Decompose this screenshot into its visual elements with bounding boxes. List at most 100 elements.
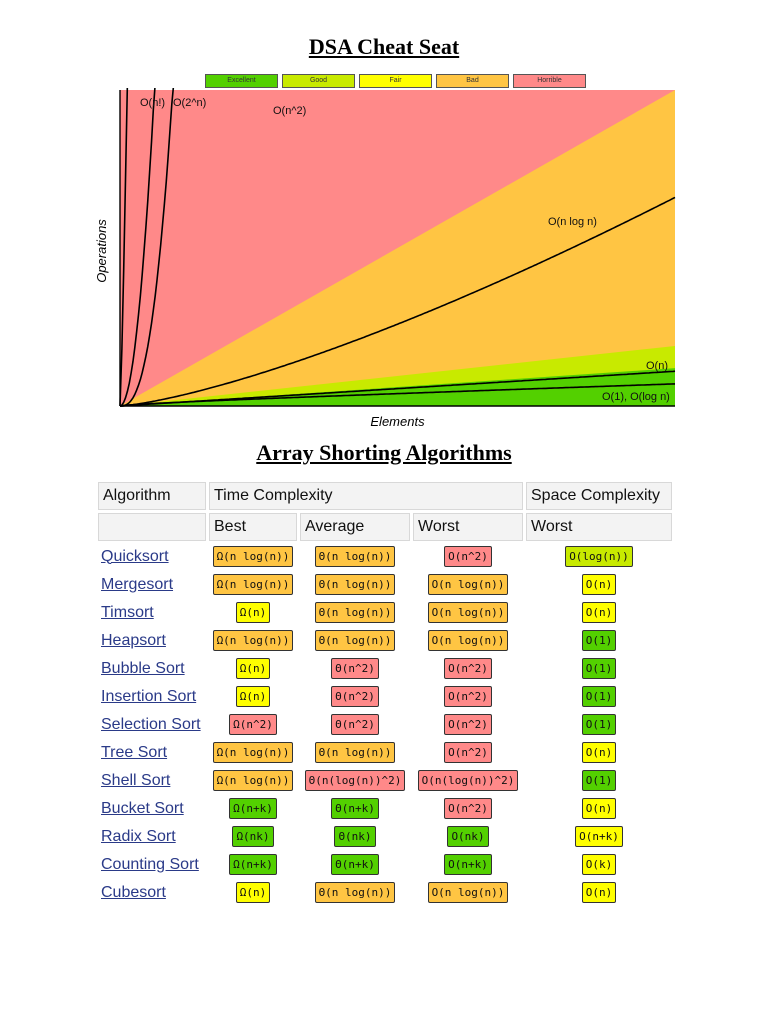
space-complexity-cell: O(1) bbox=[526, 768, 672, 793]
space-complexity-badge: O(1) bbox=[581, 714, 617, 735]
worst-complexity-cell: O(n log(n)) bbox=[413, 600, 523, 625]
algorithm-link[interactable]: Bucket Sort bbox=[101, 799, 184, 817]
best-complexity-badge: Ω(n log(n)) bbox=[212, 574, 294, 595]
algorithm-cell: Insertion Sort bbox=[98, 684, 206, 709]
algorithm-link[interactable]: Selection Sort bbox=[101, 715, 201, 733]
worst-complexity-badge: O(n log(n)) bbox=[427, 602, 509, 623]
curve-label: O(n!) bbox=[140, 97, 165, 109]
best-complexity-badge: Ω(n log(n)) bbox=[212, 742, 294, 763]
space-complexity-cell: O(k) bbox=[526, 852, 672, 877]
header-worst-time: Worst bbox=[413, 513, 523, 541]
header-row-2: Best Average Worst Worst bbox=[98, 513, 672, 541]
algorithm-cell: Heapsort bbox=[98, 628, 206, 653]
best-complexity-cell: Ω(n log(n)) bbox=[209, 768, 297, 793]
curve-label: O(n) bbox=[646, 360, 668, 372]
average-complexity-badge: Θ(n+k) bbox=[331, 798, 379, 819]
algorithm-link[interactable]: Tree Sort bbox=[101, 743, 168, 761]
worst-complexity-cell: O(n^2) bbox=[413, 740, 523, 765]
average-complexity-badge: Θ(n log(n)) bbox=[314, 546, 396, 567]
curve-o2n bbox=[119, 88, 175, 407]
header-average: Average bbox=[300, 513, 410, 541]
average-complexity-cell: Θ(n log(n)) bbox=[300, 544, 410, 569]
worst-complexity-badge: O(n(log(n))^2) bbox=[417, 770, 519, 791]
average-complexity-cell: Θ(n log(n)) bbox=[300, 628, 410, 653]
y-axis-label: Operations bbox=[94, 219, 109, 283]
table-row: Shell Sort Ω(n log(n)) Θ(n(log(n))^2) O(n(l… bbox=[98, 768, 672, 793]
worst-complexity-badge: O(n+k) bbox=[444, 854, 492, 875]
algorithm-cell: Radix Sort bbox=[98, 824, 206, 849]
space-complexity-cell: O(1) bbox=[526, 656, 672, 681]
space-complexity-cell: O(1) bbox=[526, 684, 672, 709]
curve-on2 bbox=[119, 88, 156, 407]
average-complexity-badge: Θ(n^2) bbox=[331, 686, 379, 707]
worst-complexity-badge: O(n^2) bbox=[444, 546, 492, 567]
algorithm-link[interactable]: Heapsort bbox=[101, 631, 166, 649]
best-complexity-cell: Ω(n log(n)) bbox=[209, 740, 297, 765]
average-complexity-badge: Θ(n log(n)) bbox=[314, 882, 396, 903]
worst-complexity-cell: O(n log(n)) bbox=[413, 880, 523, 905]
worst-complexity-cell: O(n log(n)) bbox=[413, 572, 523, 597]
algorithm-link[interactable]: Shell Sort bbox=[101, 771, 171, 789]
legend-item-bad: Bad bbox=[436, 74, 509, 88]
space-complexity-badge: O(k) bbox=[581, 854, 617, 875]
curve-on bbox=[119, 370, 676, 407]
space-complexity-cell: O(n) bbox=[526, 880, 672, 905]
average-complexity-cell: Θ(n^2) bbox=[300, 656, 410, 681]
algorithm-link[interactable]: Quicksort bbox=[101, 547, 169, 565]
algorithm-cell: Mergesort bbox=[98, 572, 206, 597]
best-complexity-badge: Ω(n) bbox=[235, 882, 271, 903]
worst-complexity-badge: O(n^2) bbox=[444, 742, 492, 763]
algorithm-link[interactable]: Cubesort bbox=[101, 883, 166, 901]
section-title: Array Shorting Algorithms bbox=[256, 440, 512, 465]
best-complexity-badge: Ω(n+k) bbox=[229, 854, 277, 875]
best-complexity-badge: Ω(n log(n)) bbox=[212, 630, 294, 651]
algorithm-link[interactable]: Timsort bbox=[101, 603, 154, 621]
worst-complexity-cell: O(nk) bbox=[413, 824, 523, 849]
table-row: Insertion Sort Ω(n) Θ(n^2) O(n^2) O(1) bbox=[98, 684, 672, 709]
region-excellent bbox=[120, 368, 675, 406]
best-complexity-badge: Ω(n log(n)) bbox=[212, 770, 294, 791]
algorithm-link[interactable]: Bubble Sort bbox=[101, 659, 185, 677]
best-complexity-badge: Ω(nk) bbox=[232, 826, 274, 847]
sorting-table: Algorithm Time Complexity Space Complexi… bbox=[95, 479, 675, 908]
worst-complexity-badge: O(nk) bbox=[447, 826, 489, 847]
page-title: DSA Cheat Seat bbox=[308, 34, 460, 59]
worst-complexity-badge: O(n^2) bbox=[444, 658, 492, 679]
average-complexity-badge: Θ(nk) bbox=[334, 826, 376, 847]
table-row: Quicksort Ω(n log(n)) Θ(n log(n)) O(n^2) O(l… bbox=[98, 544, 672, 569]
space-complexity-cell: O(n+k) bbox=[526, 824, 672, 849]
table-row: Bucket Sort Ω(n+k) Θ(n+k) O(n^2) O(n) bbox=[98, 796, 672, 821]
space-complexity-cell: O(n) bbox=[526, 740, 672, 765]
region-bad bbox=[120, 90, 675, 406]
worst-complexity-cell: O(n(log(n))^2) bbox=[413, 768, 523, 793]
x-axis-label: Elements bbox=[370, 414, 425, 428]
average-complexity-badge: Θ(n log(n)) bbox=[314, 630, 396, 651]
average-complexity-cell: Θ(n(log(n))^2) bbox=[300, 768, 410, 793]
average-complexity-badge: Θ(n log(n)) bbox=[314, 742, 396, 763]
legend-item-horrible: Horrible bbox=[513, 74, 586, 88]
algorithm-link[interactable]: Insertion Sort bbox=[101, 687, 197, 705]
best-complexity-cell: Ω(n) bbox=[209, 880, 297, 905]
average-complexity-cell: Θ(n log(n)) bbox=[300, 880, 410, 905]
algorithm-link[interactable]: Mergesort bbox=[101, 575, 174, 593]
best-complexity-cell: Ω(n+k) bbox=[209, 796, 297, 821]
best-complexity-cell: Ω(n) bbox=[209, 600, 297, 625]
worst-complexity-cell: O(n^2) bbox=[413, 796, 523, 821]
worst-complexity-cell: O(n^2) bbox=[413, 544, 523, 569]
header-row-1: Algorithm Time Complexity Space Complexi… bbox=[98, 482, 672, 510]
space-complexity-cell: O(n) bbox=[526, 572, 672, 597]
table-row: Counting Sort Ω(n+k) Θ(n+k) O(n+k) O(k) bbox=[98, 852, 672, 877]
space-complexity-badge: O(n) bbox=[581, 742, 617, 763]
average-complexity-badge: Θ(n+k) bbox=[331, 854, 379, 875]
space-complexity-badge: O(log(n)) bbox=[565, 546, 633, 567]
curve-label: O(2^n) bbox=[173, 97, 206, 109]
worst-complexity-cell: O(n log(n)) bbox=[413, 628, 523, 653]
space-complexity-cell: O(n) bbox=[526, 600, 672, 625]
space-complexity-cell: O(1) bbox=[526, 628, 672, 653]
header-time-complexity: Time Complexity bbox=[209, 482, 523, 510]
algorithm-link[interactable]: Radix Sort bbox=[101, 827, 176, 845]
header-best: Best bbox=[209, 513, 297, 541]
algorithm-link[interactable]: Counting Sort bbox=[101, 855, 199, 873]
header-algorithm: Algorithm bbox=[98, 482, 206, 510]
average-complexity-badge: Θ(n^2) bbox=[331, 658, 379, 679]
